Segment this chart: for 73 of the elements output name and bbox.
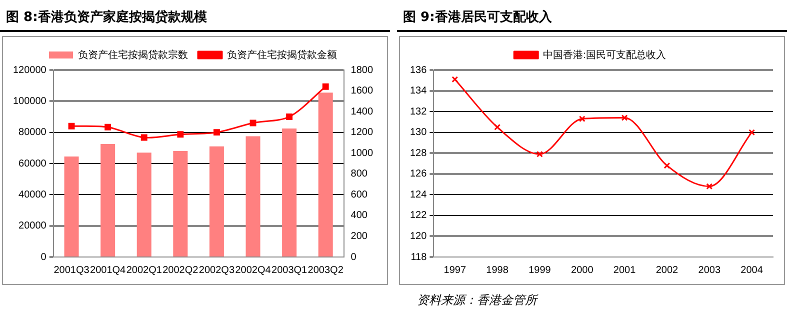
y-tick-label: 120 <box>410 230 428 242</box>
point <box>140 134 148 141</box>
point <box>68 122 75 130</box>
x-tick-label: 2004 <box>740 264 764 276</box>
y-tick-label: 80000 <box>18 127 47 138</box>
x-tick-label: 1998 <box>486 264 509 276</box>
y2-tick-label: 1200 <box>350 127 374 138</box>
x-tick-label: 1999 <box>528 264 552 276</box>
x-tick-label: 2000 <box>571 264 594 276</box>
y-tick-label: 100000 <box>12 96 47 107</box>
x-tick-label: 2002Q4 <box>235 264 272 276</box>
bar <box>318 92 333 256</box>
y2-tick-label: 400 <box>350 210 368 222</box>
y2-tick-label: 1800 <box>350 64 374 76</box>
bar <box>246 136 260 256</box>
chart-title: 图 9:香港居民可支配收入 <box>403 8 552 26</box>
legend-label: 负资产住宅按揭贷款宗数 <box>78 48 188 61</box>
x-tick-label: 2001Q3 <box>54 264 90 276</box>
y-tick-label: 126 <box>410 168 428 180</box>
y-tick-label: 128 <box>410 148 428 159</box>
y-tick-label: 0 <box>40 252 47 263</box>
point <box>322 83 329 90</box>
y-tick-label: 132 <box>410 106 428 118</box>
x-tick-label: 2002Q1 <box>126 264 162 276</box>
point <box>536 150 543 158</box>
point <box>494 124 501 130</box>
point <box>706 183 713 190</box>
bar <box>173 151 188 256</box>
point <box>286 114 293 120</box>
y2-tick-label: 1600 <box>350 86 374 97</box>
y2-tick-label: 1000 <box>350 148 374 159</box>
x-tick-label: 2002 <box>656 264 679 276</box>
point <box>578 116 586 122</box>
x-tick-label: 2002Q3 <box>198 264 235 276</box>
point <box>177 131 184 138</box>
legend-label: 负资产住宅按揭贷款金额 <box>227 48 337 61</box>
x-tick-label: 2003 <box>698 264 721 276</box>
y-tick-label: 20000 <box>18 220 47 232</box>
x-tick-label: 2001Q4 <box>90 264 126 276</box>
y-tick-label: 40000 <box>18 189 47 200</box>
y2-tick-label: 800 <box>350 168 368 180</box>
y-tick-label: 124 <box>410 189 428 200</box>
x-tick-label: 2003Q2 <box>308 264 344 276</box>
x-tick-label: 2003Q1 <box>272 264 308 276</box>
chart-title: 图 8:香港负资产家庭按揭贷款规模 <box>6 8 207 26</box>
y-tick-label: 60000 <box>18 158 47 170</box>
x-tick-label: 2001 <box>613 264 636 276</box>
y2-tick-label: 600 <box>350 189 368 200</box>
y2-tick-label: 0 <box>350 252 357 263</box>
point <box>621 114 628 122</box>
bar <box>100 144 116 256</box>
point <box>452 76 458 83</box>
y-tick-label: 118 <box>410 252 428 263</box>
point <box>250 120 256 126</box>
y-tick-label: 136 <box>410 64 428 76</box>
y2-tick-label: 1400 <box>350 106 374 118</box>
x-tick-label: 2002Q2 <box>162 264 199 276</box>
y-tick-label: 120000 <box>12 64 47 76</box>
x-tick-label: 1997 <box>444 264 466 276</box>
bar <box>136 152 152 256</box>
bar <box>282 128 297 256</box>
point <box>104 124 112 130</box>
text: 资料来源：香港金管所 <box>417 292 537 309</box>
point <box>213 129 220 136</box>
point <box>748 129 756 136</box>
y-tick-label: 134 <box>410 86 428 97</box>
y-tick-label: 130 <box>410 127 428 138</box>
bar <box>209 146 224 256</box>
y2-tick-label: 200 <box>350 230 368 242</box>
legend-label: 中国香港:国民可支配总收入 <box>543 48 666 61</box>
y-tick-label: 122 <box>410 210 428 222</box>
bar <box>64 156 79 256</box>
point <box>664 162 670 169</box>
